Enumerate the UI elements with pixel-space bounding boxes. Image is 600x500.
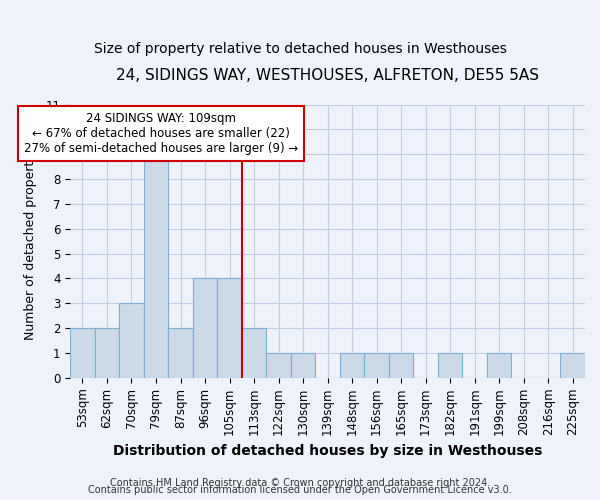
Bar bbox=[144, 154, 168, 378]
Bar bbox=[193, 278, 217, 378]
Bar bbox=[487, 353, 511, 378]
Text: 24 SIDINGS WAY: 109sqm
← 67% of detached houses are smaller (22)
27% of semi-det: 24 SIDINGS WAY: 109sqm ← 67% of detached… bbox=[24, 112, 298, 155]
Bar bbox=[168, 328, 193, 378]
Y-axis label: Number of detached properties: Number of detached properties bbox=[24, 142, 37, 340]
Bar bbox=[95, 328, 119, 378]
Bar bbox=[291, 353, 316, 378]
Bar bbox=[217, 278, 242, 378]
Bar bbox=[70, 328, 95, 378]
X-axis label: Distribution of detached houses by size in Westhouses: Distribution of detached houses by size … bbox=[113, 444, 542, 458]
Text: Contains HM Land Registry data © Crown copyright and database right 2024.: Contains HM Land Registry data © Crown c… bbox=[110, 478, 490, 488]
Title: 24, SIDINGS WAY, WESTHOUSES, ALFRETON, DE55 5AS: 24, SIDINGS WAY, WESTHOUSES, ALFRETON, D… bbox=[116, 68, 539, 82]
Bar bbox=[389, 353, 413, 378]
Bar bbox=[364, 353, 389, 378]
Text: Contains public sector information licensed under the Open Government Licence v3: Contains public sector information licen… bbox=[88, 485, 512, 495]
Bar bbox=[340, 353, 364, 378]
Bar bbox=[119, 304, 144, 378]
Bar bbox=[266, 353, 291, 378]
Bar bbox=[242, 328, 266, 378]
Bar bbox=[560, 353, 585, 378]
Bar bbox=[438, 353, 463, 378]
Text: Size of property relative to detached houses in Westhouses: Size of property relative to detached ho… bbox=[94, 42, 506, 56]
